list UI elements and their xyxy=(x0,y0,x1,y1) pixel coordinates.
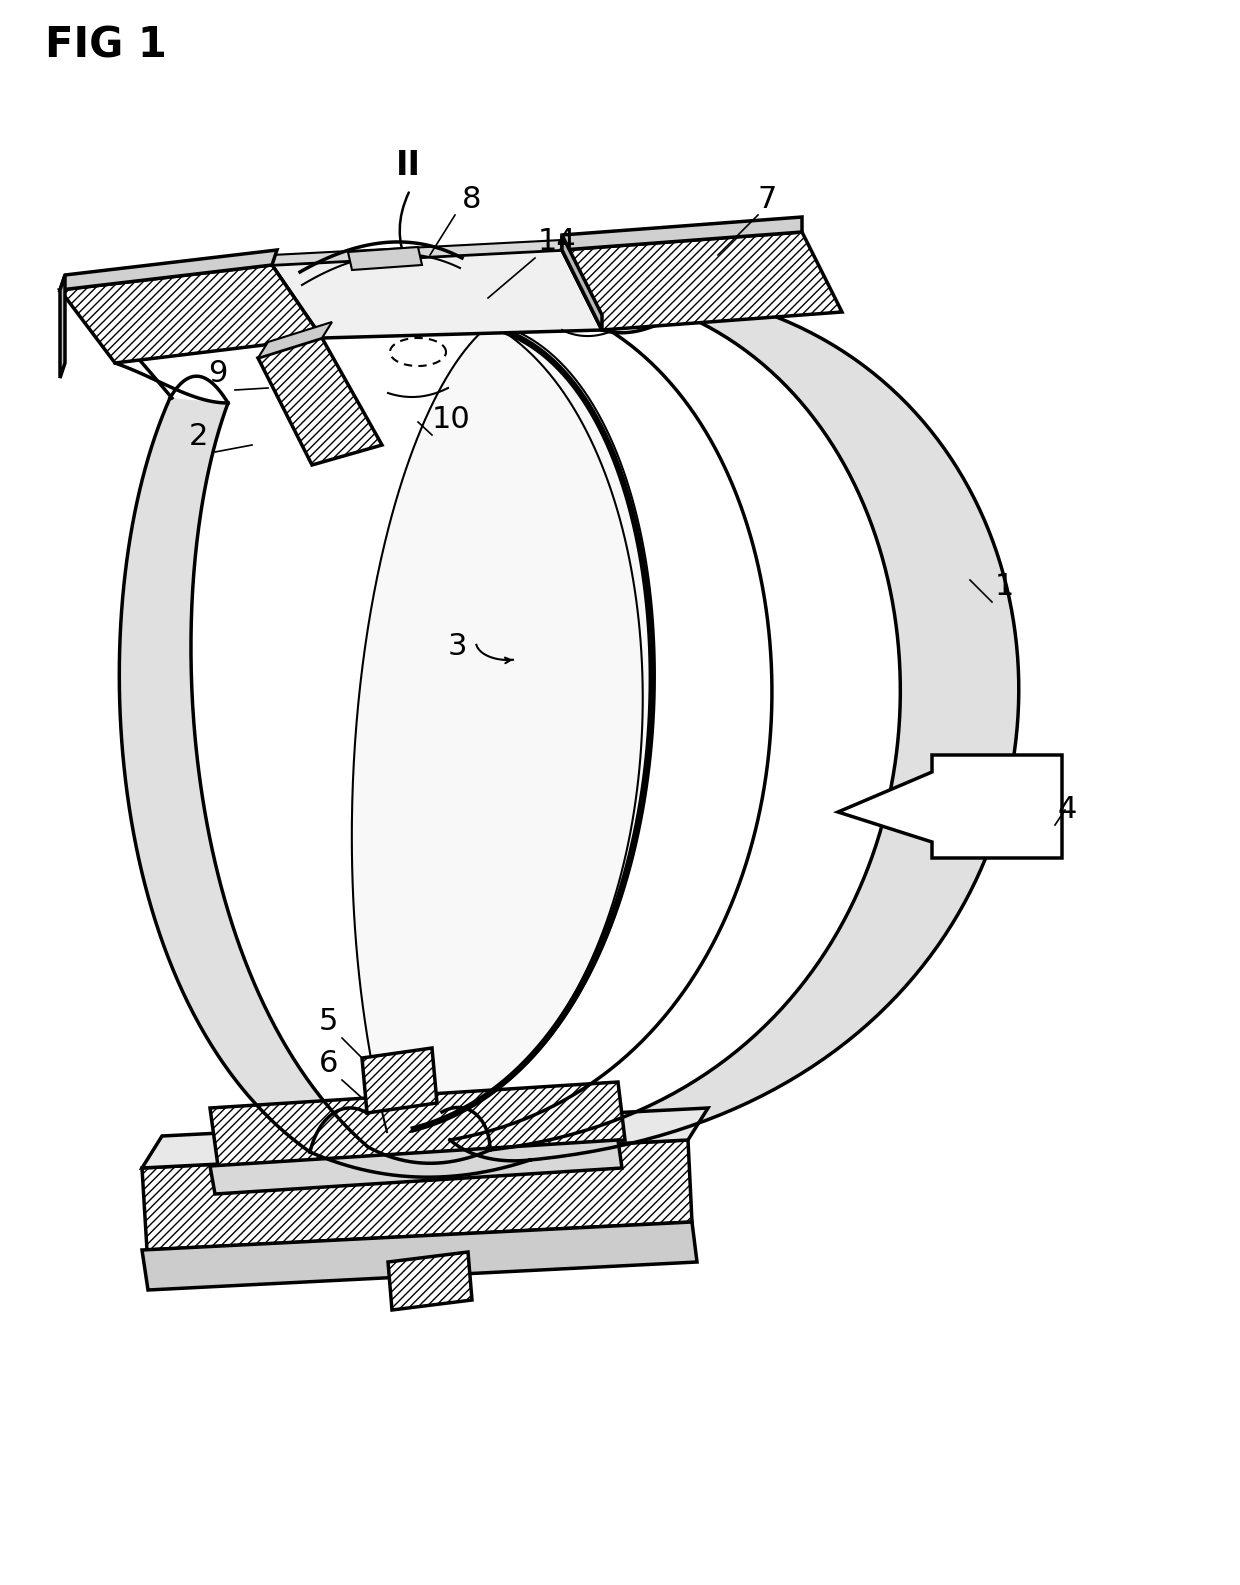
Text: 1: 1 xyxy=(994,572,1014,601)
Text: 3: 3 xyxy=(448,632,467,661)
Polygon shape xyxy=(60,250,277,290)
Polygon shape xyxy=(210,1140,622,1194)
Polygon shape xyxy=(272,239,562,265)
Text: 7: 7 xyxy=(758,185,777,214)
Text: 5: 5 xyxy=(319,1006,339,1037)
Polygon shape xyxy=(60,276,64,377)
Text: 2: 2 xyxy=(188,422,208,452)
Polygon shape xyxy=(258,338,382,464)
Polygon shape xyxy=(119,398,368,1152)
Polygon shape xyxy=(60,265,322,363)
Polygon shape xyxy=(490,295,1019,1160)
Polygon shape xyxy=(143,1222,697,1290)
Polygon shape xyxy=(362,1048,436,1113)
Text: 4: 4 xyxy=(1058,796,1078,824)
Text: 6: 6 xyxy=(319,1049,339,1078)
Polygon shape xyxy=(143,1140,692,1251)
Text: II: II xyxy=(396,149,420,182)
Polygon shape xyxy=(143,1108,708,1168)
Text: 9: 9 xyxy=(208,358,228,388)
Text: 14: 14 xyxy=(538,227,577,257)
Polygon shape xyxy=(388,1252,472,1309)
Polygon shape xyxy=(562,231,842,330)
Polygon shape xyxy=(562,217,802,250)
Polygon shape xyxy=(838,754,1061,857)
Polygon shape xyxy=(352,323,655,1132)
Polygon shape xyxy=(272,250,601,338)
Text: 10: 10 xyxy=(432,406,471,434)
Polygon shape xyxy=(562,235,601,330)
Polygon shape xyxy=(258,322,332,358)
Polygon shape xyxy=(348,247,422,269)
Text: 8: 8 xyxy=(463,185,481,214)
Text: FIG 1: FIG 1 xyxy=(45,25,167,67)
Polygon shape xyxy=(210,1083,625,1167)
